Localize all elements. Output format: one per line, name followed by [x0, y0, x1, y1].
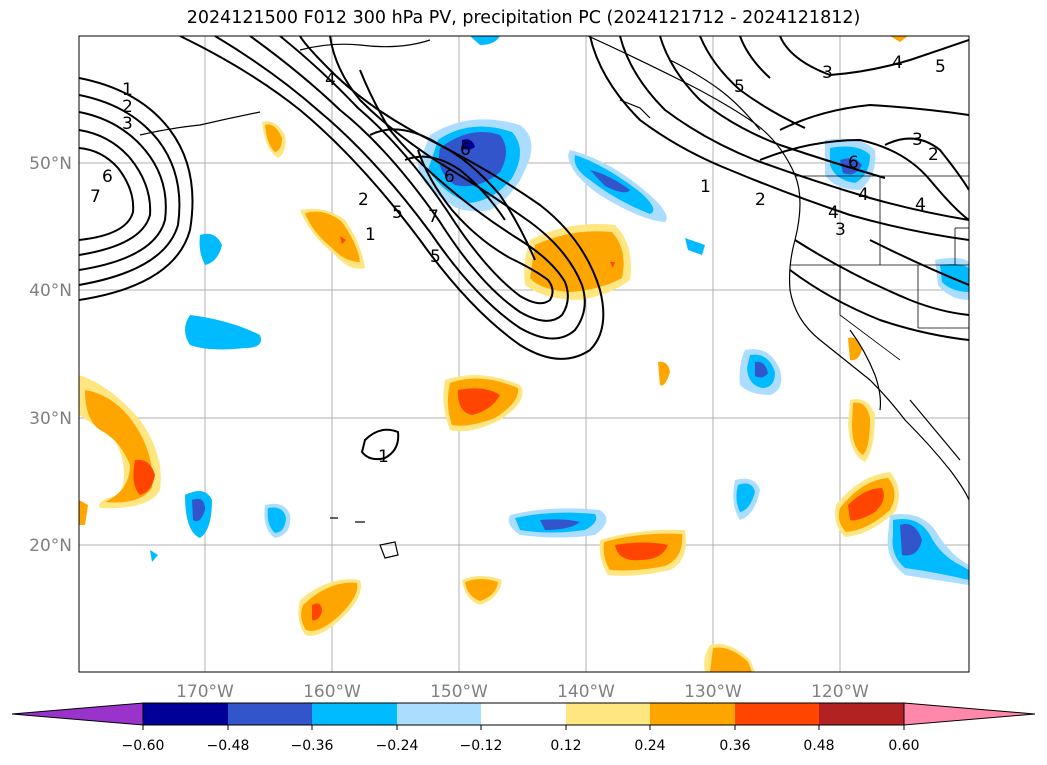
contour-label: 6: [444, 167, 455, 187]
colorbar-segment: [312, 703, 397, 725]
contour-label: 4: [325, 70, 336, 90]
contour-label: 2: [928, 145, 939, 165]
colorbar-tick-label: 0.24: [634, 738, 665, 754]
contour-label: 3: [122, 114, 133, 134]
colorbar-segment: [819, 703, 904, 725]
map-title: 2024121500 F012 300 hPa PV, precipitatio…: [186, 8, 861, 28]
contour-label: 4: [915, 195, 926, 215]
contour-label: 6: [102, 167, 113, 187]
political-boundaries: [790, 175, 969, 361]
precip-positive-areas: [79, 36, 908, 672]
colorbar-segment: [481, 703, 566, 725]
colorbar-segment: [650, 703, 735, 725]
pv-contours: [79, 36, 969, 461]
colorbar-tick-label: 0.48: [803, 738, 834, 754]
colorbar-extend-min: [11, 702, 144, 726]
lat-labels: 50°N 40°N 30°N 20°N: [29, 154, 72, 556]
lon-label: 170°W: [176, 682, 234, 702]
colorbar-tick-label: −0.24: [376, 738, 419, 754]
contour-label: 7: [428, 207, 439, 227]
contour-label: 5: [734, 77, 745, 97]
colorbar-segment: [143, 703, 228, 725]
contour-label: 1: [365, 225, 376, 245]
contour-label: 5: [392, 203, 403, 223]
colorbar-segment: [397, 703, 481, 725]
lon-labels: 170°W 160°W 150°W 140°W 130°W 120°W: [176, 682, 869, 702]
lat-label: 20°N: [29, 536, 72, 556]
contour-label: 5: [430, 247, 441, 267]
contour-label: 3: [822, 63, 833, 83]
colorbar-tick-label: 0.36: [719, 738, 750, 754]
map-frame: [78, 35, 970, 673]
contour-label: 1: [378, 447, 389, 467]
lon-label: 140°W: [557, 682, 615, 702]
lon-label: 130°W: [684, 682, 742, 702]
contour-label: 2: [755, 190, 766, 210]
contour-label: 2: [358, 190, 369, 210]
contour-label: 3: [835, 220, 846, 240]
lat-label: 30°N: [29, 409, 72, 429]
lat-label: 40°N: [29, 281, 72, 301]
contour-label: 1: [122, 80, 133, 100]
contour-label: 2: [122, 97, 133, 117]
lon-label: 150°W: [430, 682, 488, 702]
lon-label: 160°W: [303, 682, 361, 702]
contour-labels: 1 2 3 6 7 4 2 1 7 5 6 6 5 4 1 2 3 4 5 3 …: [90, 53, 946, 467]
colorbar-segment: [735, 703, 819, 725]
contour-label: 3: [912, 130, 923, 150]
contour-label: 6: [848, 153, 859, 173]
contour-label: 4: [858, 185, 869, 205]
colorbar-tick-label: 0.60: [888, 738, 919, 754]
contour-label: 6: [460, 140, 471, 160]
colorbar-segment: [228, 703, 312, 725]
precip-negative-areas: [150, 36, 969, 585]
colorbar-tick-label: −0.36: [291, 738, 334, 754]
coastlines: [139, 36, 969, 559]
contour-label: 5: [935, 57, 946, 77]
colorbar-extend-max: [903, 702, 1036, 726]
contour-label: 1: [700, 177, 711, 197]
colorbar-tick-label: −0.12: [460, 738, 503, 754]
contour-label: 4: [828, 203, 839, 223]
colorbar-frame: [142, 702, 905, 726]
colorbar-tick-label: −0.60: [122, 738, 165, 754]
colorbar: −0.60 −0.48 −0.36 −0.24 −0.12 0.12 0.24 …: [11, 702, 1036, 754]
contour-label: 7: [90, 187, 101, 207]
lat-label: 50°N: [29, 154, 72, 174]
lon-label: 120°W: [811, 682, 869, 702]
colorbar-segment: [566, 703, 650, 725]
colorbar-tick-label: 0.12: [550, 738, 581, 754]
contour-label: 4: [892, 53, 903, 73]
colorbar-tick-label: −0.48: [207, 738, 250, 754]
